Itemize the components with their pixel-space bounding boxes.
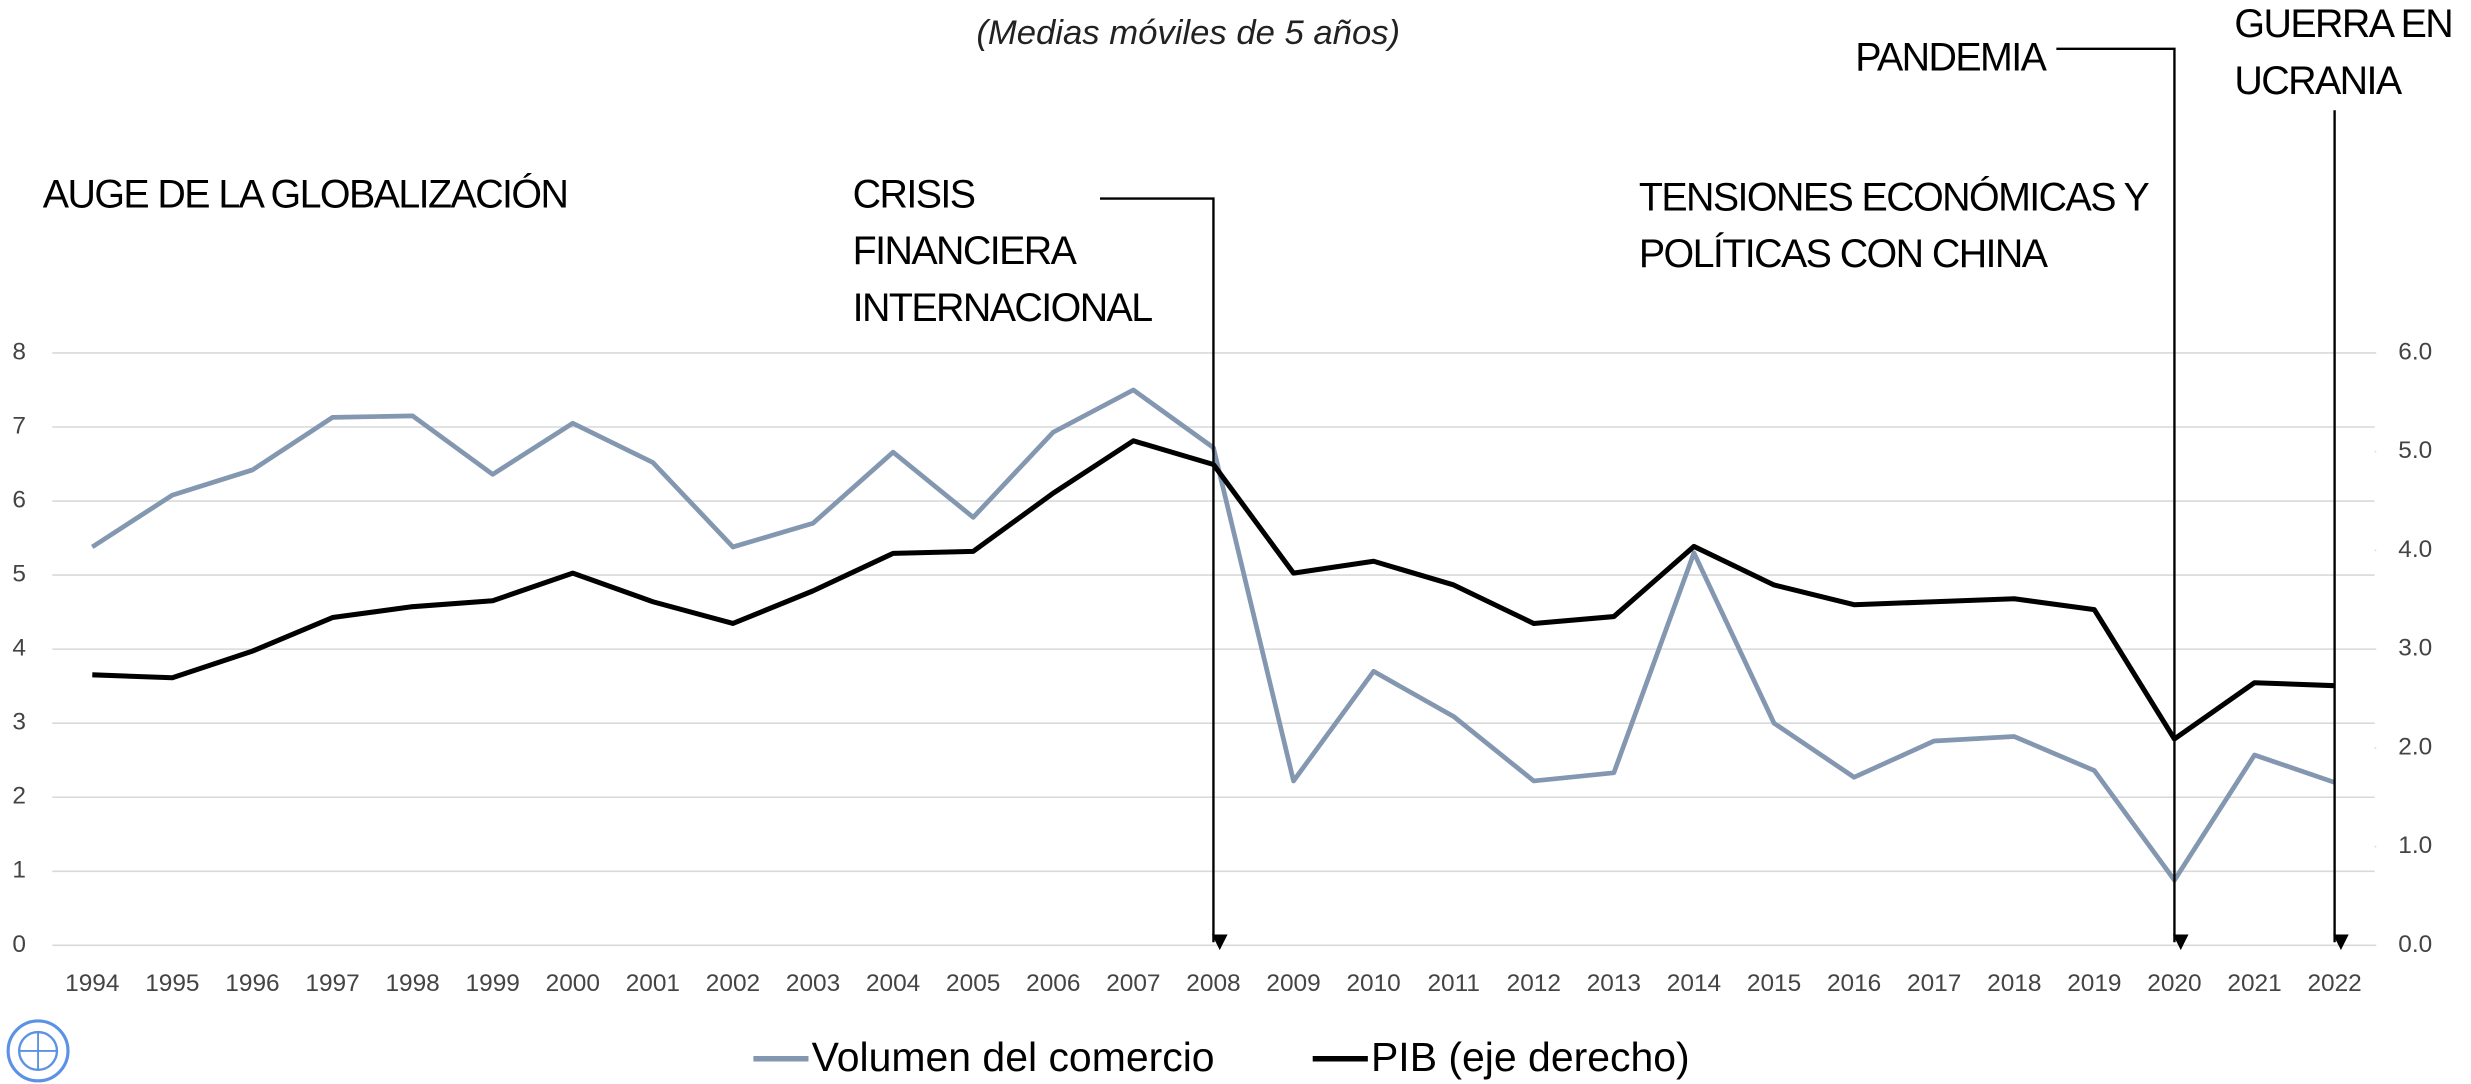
y-tick-label: 7 <box>12 412 26 439</box>
y-tick-label: 5 <box>12 561 26 588</box>
x-tick-label: 2016 <box>1827 970 1881 997</box>
x-tick-label: 2001 <box>626 970 680 997</box>
y2-tick-label: 5.0 <box>2398 437 2432 464</box>
y-tick-label: 3 <box>12 709 26 736</box>
annotation-text: INTERNACIONAL <box>853 286 1153 330</box>
x-tick-label: 2017 <box>1907 970 1961 997</box>
x-tick-label: 2005 <box>946 970 1000 997</box>
annotation-text: POLÍTICAS CON CHINA <box>1639 232 2049 276</box>
x-tick-label: 2020 <box>2147 970 2201 997</box>
annotation-text: UCRANIA <box>2234 59 2402 103</box>
x-tick-label: 2002 <box>706 970 760 997</box>
x-tick-label: 2000 <box>546 970 600 997</box>
x-tick-label: 2021 <box>2227 970 2281 997</box>
y2-tick-label: 2.0 <box>2398 733 2432 760</box>
y2-tick-label: 1.0 <box>2398 832 2432 859</box>
x-tick-label: 1996 <box>225 970 279 997</box>
annotation-arrow <box>2056 47 2189 951</box>
chart-subtitle: (Medias móviles de 5 años) <box>976 14 1400 52</box>
y2-tick-label: 6.0 <box>2398 338 2432 365</box>
un-logo <box>6 1019 70 1083</box>
x-tick-label: 2010 <box>1346 970 1400 997</box>
x-tick-label: 2003 <box>786 970 840 997</box>
x-tick-label: 1997 <box>305 970 359 997</box>
annotation-text: AUGE DE LA GLOBALIZACIÓN <box>43 172 568 216</box>
x-tick-label: 2009 <box>1266 970 1320 997</box>
x-tick-label: 1994 <box>65 970 119 997</box>
x-tick-label: 2004 <box>866 970 920 997</box>
x-tick-label: 1998 <box>385 970 439 997</box>
x-tick-label: 2008 <box>1186 970 1240 997</box>
annotation-text: FINANCIERA <box>853 229 1078 273</box>
x-tick-label: 2012 <box>1507 970 1561 997</box>
x-tick-label: 1999 <box>466 970 520 997</box>
x-tick-label: 2007 <box>1106 970 1160 997</box>
legend-label: Volumen del comercio <box>812 1034 1215 1080</box>
y2-tick-label: 4.0 <box>2398 536 2432 563</box>
y2-tick-label: 3.0 <box>2398 635 2432 662</box>
x-tick-label: 2011 <box>1427 970 1479 997</box>
y2-tick-label: 0.0 <box>2398 931 2432 958</box>
annotation-text: CRISIS <box>853 172 975 216</box>
legend-label: PIB (eje derecho) <box>1371 1034 1690 1080</box>
y-tick-label: 6 <box>12 486 26 513</box>
y-tick-label: 0 <box>12 931 26 958</box>
x-tick-label: 2019 <box>2067 970 2121 997</box>
annotation-text: TENSIONES ECONÓMICAS Y <box>1639 176 2150 220</box>
x-tick-label: 2018 <box>1987 970 2041 997</box>
y-tick-label: 8 <box>12 338 26 365</box>
x-tick-label: 2014 <box>1667 970 1721 997</box>
x-tick-label: 2006 <box>1026 970 1080 997</box>
x-tick-label: 1995 <box>145 970 199 997</box>
x-tick-label: 2013 <box>1587 970 1641 997</box>
y-tick-label: 2 <box>12 783 26 810</box>
annotation-text: GUERRA EN <box>2234 2 2452 46</box>
y-tick-label: 1 <box>12 857 26 884</box>
x-tick-label: 2022 <box>2307 970 2361 997</box>
annotation-arrow <box>1100 197 1228 951</box>
x-tick-label: 2015 <box>1747 970 1801 997</box>
y-tick-label: 4 <box>12 635 26 662</box>
annotation-text: PANDEMIA <box>1855 35 2047 79</box>
